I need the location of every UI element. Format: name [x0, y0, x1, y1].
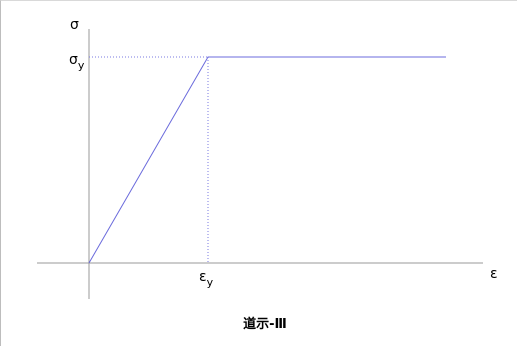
x-axis-label: ε: [490, 266, 498, 282]
y-axis-label: σ: [70, 17, 79, 33]
yield-stress-subscript: y: [78, 59, 85, 72]
yield-strain-subscript: y: [207, 276, 214, 289]
yield-stress-label: σy: [69, 52, 85, 72]
stress-strain-curve: [88, 56, 446, 264]
yield-strain-label: εy: [199, 269, 214, 289]
yield-strain-symbol: ε: [199, 269, 207, 285]
yield-stress-symbol: σ: [69, 52, 78, 68]
chart-caption: 道示-Ⅲ: [243, 316, 287, 332]
